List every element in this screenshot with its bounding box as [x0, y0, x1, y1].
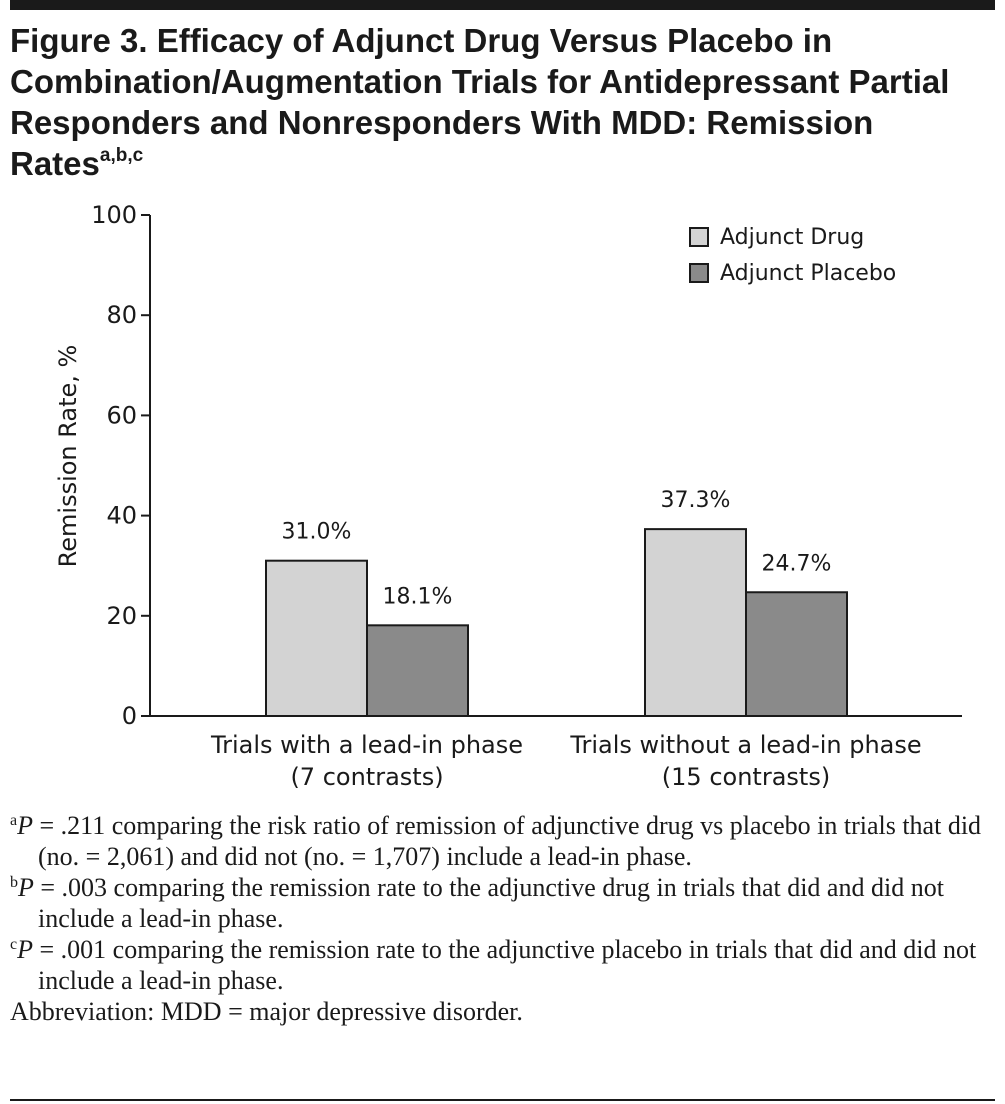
footnote-c: cP = .001 comparing the remission rate t…: [10, 934, 1000, 996]
y-axis-title: Remission Rate, %: [54, 345, 82, 568]
figure-title: Figure 3. Efficacy of Adjunct Drug Versu…: [10, 20, 970, 184]
y-tick-label: 60: [106, 401, 137, 429]
bar-adjunct-drug: [644, 528, 747, 718]
x-category-label: Trials without a lead-in phase: [569, 731, 921, 759]
bar-value-label: 31.0%: [282, 520, 352, 545]
bar-adjunct-placebo: [745, 591, 848, 717]
footnote-a-text: = .211 comparing the risk ratio of remis…: [33, 811, 982, 871]
y-tick-label: 0: [122, 702, 137, 730]
legend-label: Adjunct Drug: [720, 225, 864, 250]
footnote-c-text: = .001 comparing the remission rate to t…: [33, 935, 977, 995]
top-rule: [10, 0, 995, 10]
legend-swatch: [689, 263, 709, 283]
abbreviation: Abbreviation: MDD = major depressive dis…: [10, 997, 523, 1026]
x-category-label: (7 contrasts): [290, 763, 443, 791]
bottom-rule: [10, 1099, 995, 1101]
y-tick-label: 20: [106, 602, 137, 630]
footnote-a-p: P: [17, 811, 33, 840]
bar-value-label: 18.1%: [383, 584, 453, 609]
footnote-c-mark: c: [10, 936, 18, 953]
figure-title-text: Figure 3. Efficacy of Adjunct Drug Versu…: [10, 22, 950, 182]
footnote-a: aP = .211 comparing the risk ratio of re…: [10, 810, 1000, 872]
footnote-b-p: P: [18, 873, 34, 902]
footnote-a-mark: a: [10, 812, 18, 829]
bar-value-label: 24.7%: [762, 551, 832, 576]
y-tick-label: 100: [91, 201, 137, 229]
bar-adjunct-placebo: [366, 624, 469, 717]
bar-value-label: 37.3%: [661, 488, 731, 513]
x-category-label: (15 contrasts): [662, 763, 830, 791]
y-tick-label: 40: [106, 502, 137, 530]
footnotes: aP = .211 comparing the risk ratio of re…: [10, 810, 1000, 1027]
footnote-c-p: P: [17, 935, 33, 964]
y-tick-label: 80: [106, 301, 137, 329]
footnote-b-text: = .003 comparing the remission rate to t…: [33, 873, 944, 933]
legend-swatch: [689, 227, 709, 247]
footnote-b: bP = .003 comparing the remission rate t…: [10, 872, 1000, 934]
figure-title-superscript: a,b,c: [99, 145, 144, 166]
legend-label: Adjunct Placebo: [720, 261, 896, 286]
x-category-label: Trials with a lead-in phase: [210, 731, 523, 759]
bar-chart: 0 20 40 60 80 100 Remission Rate, % 31.0% 37.3% 1…: [54, 201, 962, 791]
footnote-b-mark: b: [10, 874, 18, 891]
bar-adjunct-drug: [265, 559, 368, 717]
